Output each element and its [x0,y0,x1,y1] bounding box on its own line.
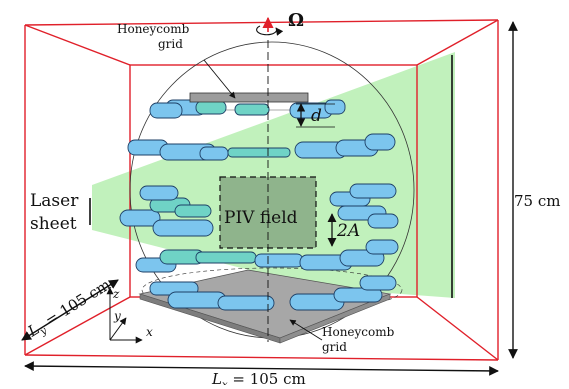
svg-text:Ly = 105 cm: Ly = 105 cm [24,275,115,343]
coordinate-axes [106,287,143,344]
lx-label-main: L [211,370,222,385]
honeycomb-bottom-label-2: grid [322,340,347,354]
piv-field-label: PIV field [224,208,298,228]
honeycomb-bottom-label-1: Honeycomb [322,325,395,339]
ly-label-rest: = 105 cm [38,275,114,332]
two-a-label: 2A [336,221,360,241]
axis-x-label: x [146,325,153,339]
laser-sheet [92,52,455,298]
honeycomb-bottom-leader [289,319,323,341]
cylinder-ring-bottom [149,275,397,311]
honeycomb-top-label-2: grid [158,37,183,51]
d-dimension [296,103,335,128]
ly-label: Ly = 105 cm [24,275,115,343]
honeycomb-top-label-1: Honeycomb [117,22,190,36]
lx-label: Lx = 105 cm [211,370,306,385]
honeycomb-top-leader [203,59,236,99]
rotation-circle-arrow [256,25,284,36]
axis-z-label: z [112,287,120,301]
d-label: d [311,106,322,126]
lx-label-rest: = 105 cm [228,370,306,385]
laser-label-2: sheet [30,214,77,234]
honeycomb-grid-top [189,92,309,103]
laser-label-1: Laser [30,191,79,211]
cylinder-ring-4 [135,239,399,273]
ly-dimension [21,279,119,341]
omega-label: Ω [288,10,304,31]
ly-label-sub: y [37,325,49,338]
cylinder-ring-2 [127,133,396,161]
height-label: 75 cm [514,192,560,210]
lx-dimension [24,361,499,376]
axis-y-label: y [113,309,121,323]
cylinder-ring-3 [119,183,399,237]
